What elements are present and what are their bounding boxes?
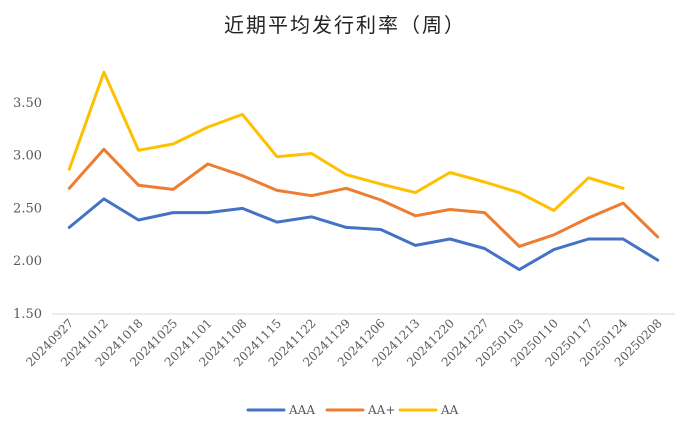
- legend-label: AAA: [288, 403, 315, 417]
- y-tick-label: 2.50: [13, 201, 42, 216]
- chart-title: 近期平均发行利率（周）: [224, 13, 466, 37]
- legend-label: AA+: [367, 403, 395, 417]
- legend: AAA AA+ AA: [246, 403, 459, 417]
- y-tick-label: 3.50: [13, 96, 42, 111]
- series-lines: [67, 70, 660, 272]
- y-tick-label: 2.00: [13, 254, 42, 269]
- legend-label: AA: [440, 403, 459, 417]
- y-tick-label: 1.50: [13, 307, 42, 322]
- y-tick-label: 3.00: [13, 149, 42, 164]
- series-line-aaa: [67, 197, 660, 272]
- series-line-aa-plus: [67, 147, 660, 248]
- series-line-aa: [67, 70, 625, 212]
- x-axis-ticks: 2024092720241012202410182024102520241101…: [23, 316, 664, 369]
- y-axis-ticks: 1.50 2.00 2.50 3.00 3.50: [13, 96, 42, 322]
